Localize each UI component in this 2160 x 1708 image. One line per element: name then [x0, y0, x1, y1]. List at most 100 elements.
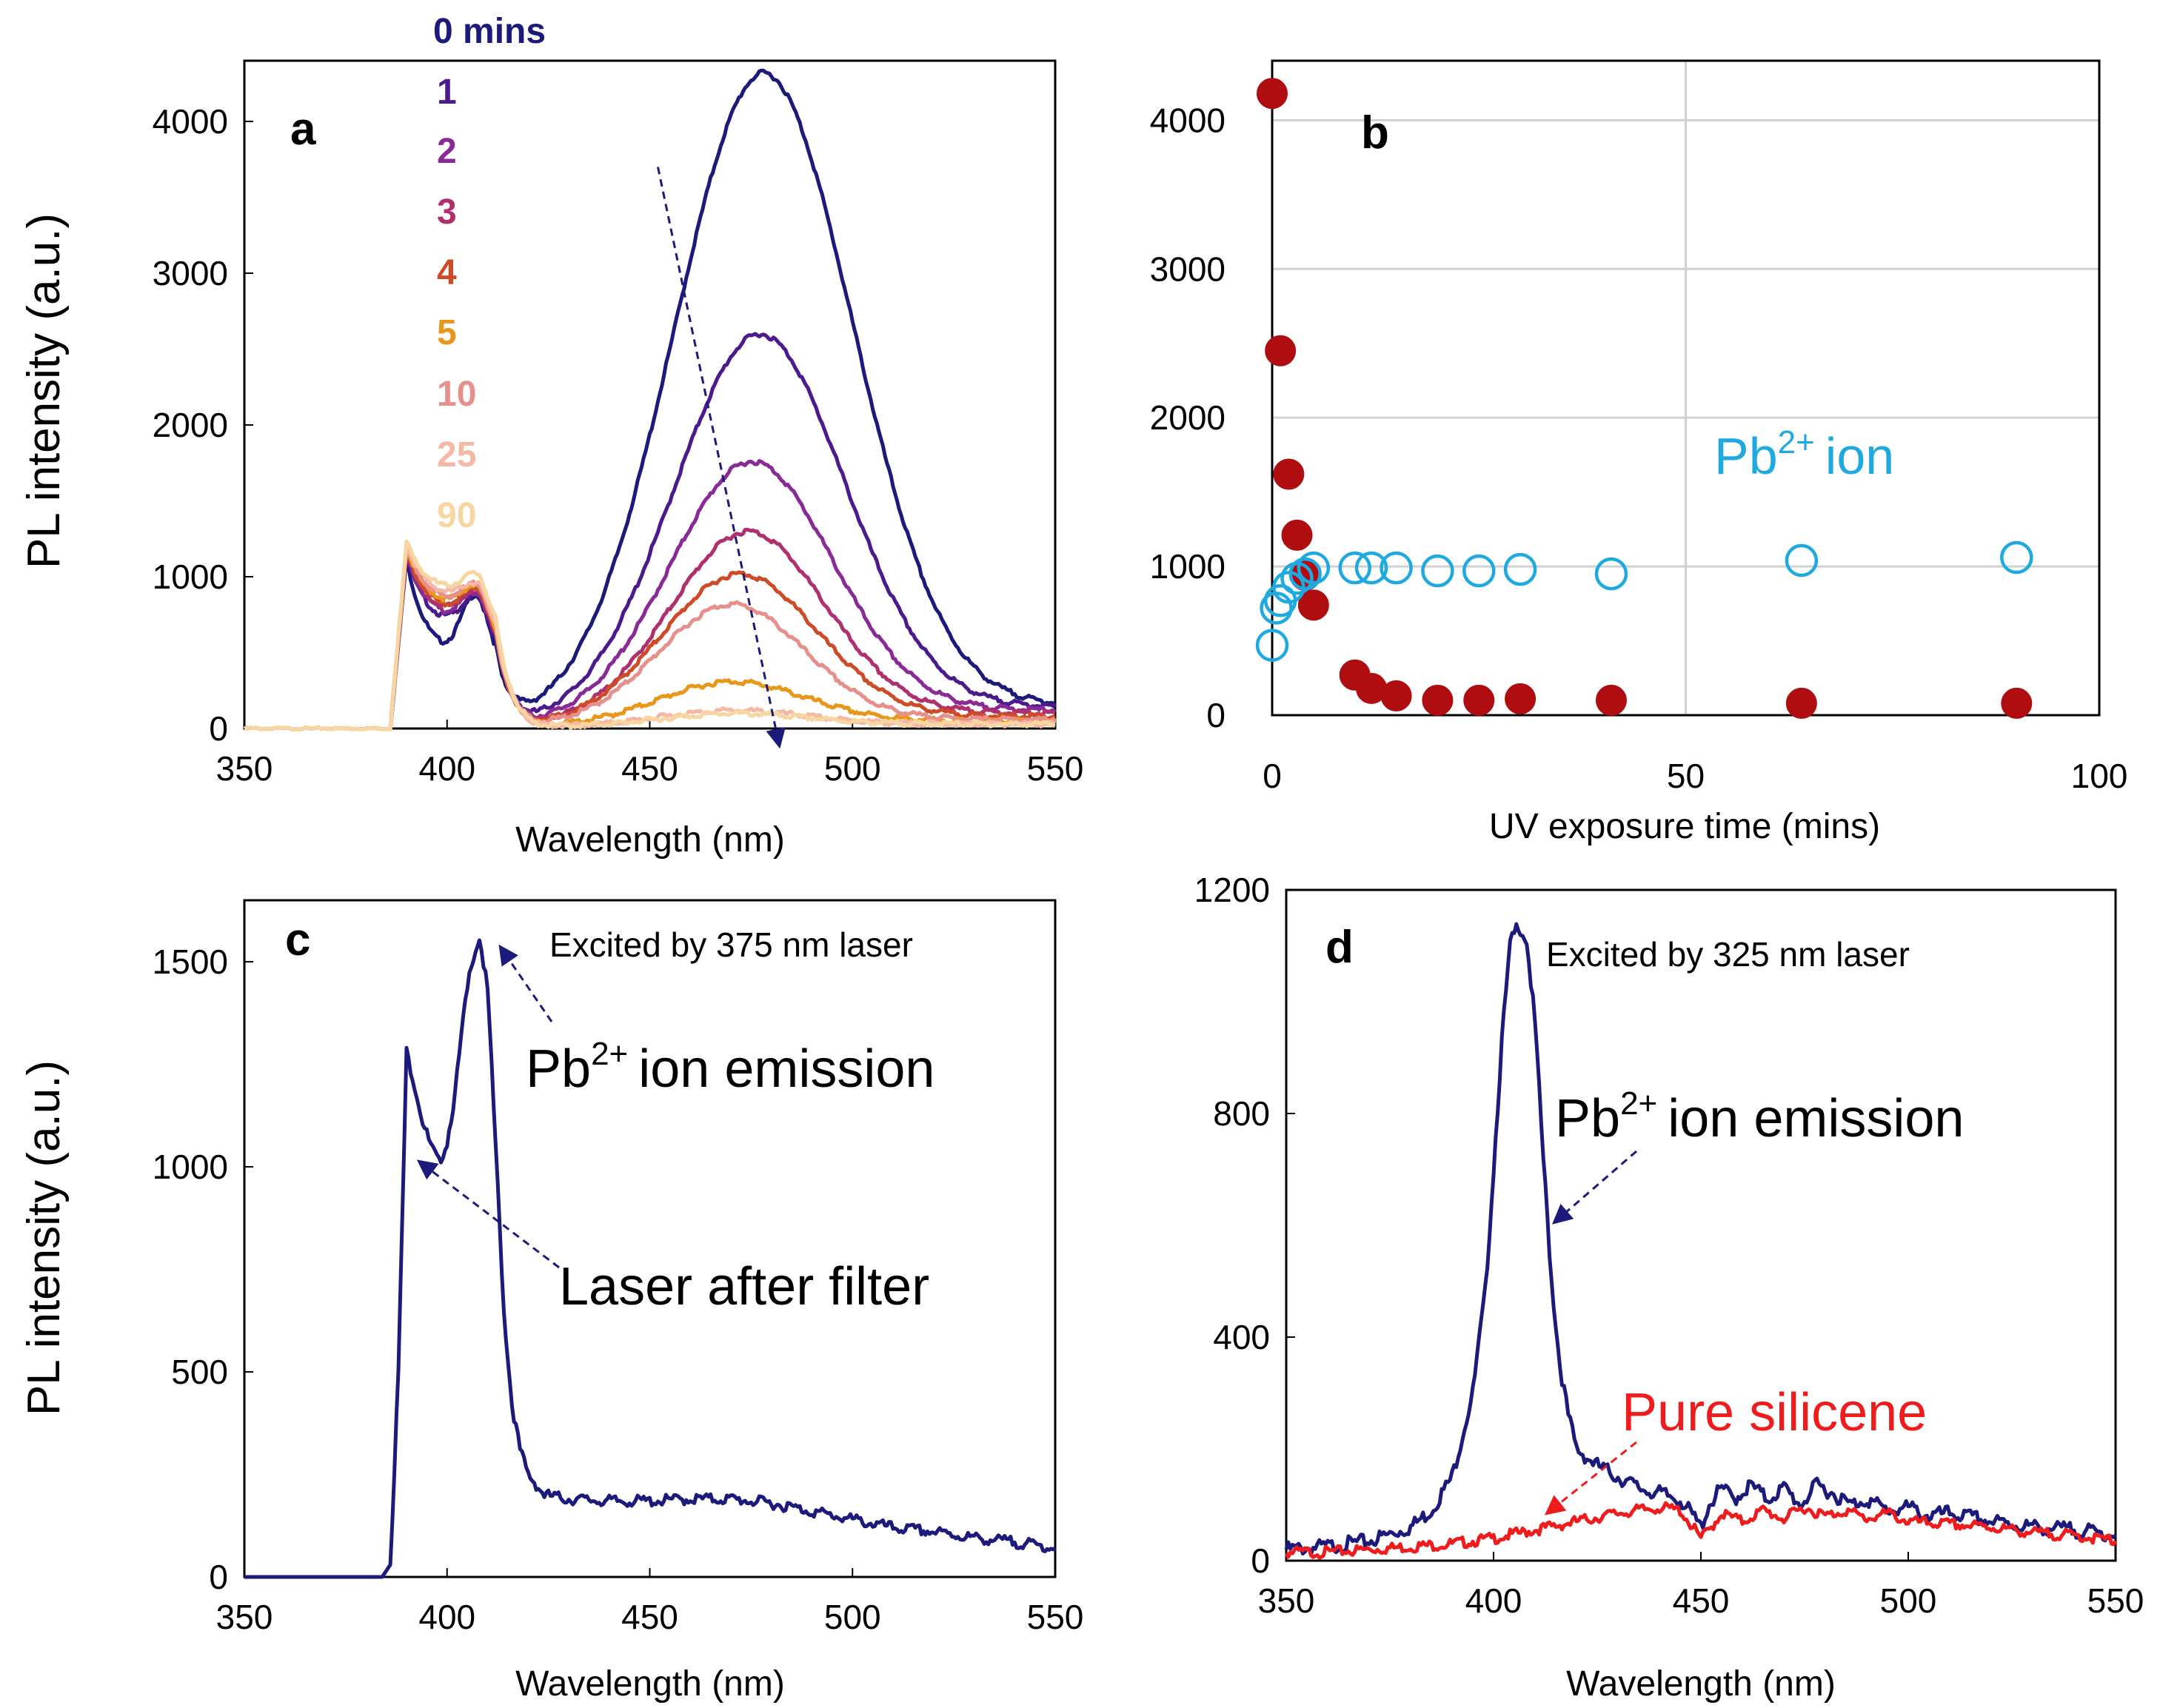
- panel-d-silicene-line: [1284, 1501, 2118, 1560]
- panel-d-xtick-label: 450: [1673, 1581, 1730, 1620]
- panel-c-xtick-label: 350: [216, 1598, 273, 1636]
- panel-c-series: [244, 938, 1057, 1579]
- panel-d: 350 400 450 500 550 0 400 800 1200 d Excited by …: [1194, 871, 2144, 1704]
- panel-b-pl-point: [1463, 684, 1495, 716]
- panel-b-pb-point: [1380, 551, 1413, 585]
- panel-b-ytick-label: 4000: [1150, 101, 1226, 139]
- panel-b-pl-point: [1297, 589, 1329, 621]
- panel-b-xtick-label: 0: [1263, 757, 1282, 795]
- panel-b-pl-point: [1380, 680, 1412, 711]
- panel-a-legend-item: 10: [437, 375, 476, 414]
- panel-a-ytick-label: 0: [209, 709, 228, 748]
- panel-c: 350 400 450 500 550 0 500 1000 1500 c Excited by…: [19, 899, 1084, 1704]
- panel-d-pb-line: [1284, 922, 2117, 1556]
- panel-b-pb-point: [1288, 557, 1322, 591]
- panel-b-pb-rest: ion: [1825, 427, 1894, 485]
- panel-b-ytick-label: 2000: [1150, 398, 1226, 437]
- panel-b-ytick-label: 0: [1206, 696, 1226, 734]
- panel-a-legend-item: 1: [437, 73, 457, 112]
- panel-a-label: a: [290, 104, 316, 155]
- panel-c-frame: [243, 899, 1057, 1578]
- panel-c-pb-base: Pb: [526, 1039, 591, 1099]
- panel-c-pb-sup: 2+: [591, 1036, 628, 1072]
- panel-b-ytick-label: 3000: [1150, 249, 1226, 288]
- panel-b-pl-point: [2001, 687, 2033, 719]
- panel-c-ticks: 350 400 450 500 550 0 500 1000 1500: [153, 942, 1084, 1636]
- panel-a-legend: 0 mins 1 2 3 4 5 10 25 90: [433, 12, 546, 535]
- panel-a-ytick-label: 2000: [153, 406, 228, 444]
- panel-d-ticks: 350 400 450 500 550 0 400 800 1200: [1194, 871, 2144, 1620]
- panel-b-xtick-label: 100: [2071, 757, 2128, 795]
- panel-a-legend-item: 25: [437, 435, 476, 475]
- panel-a-frame: [243, 59, 1057, 730]
- panel-a-series-line-2: [244, 459, 1057, 731]
- panel-a-legend-item: 90: [437, 496, 476, 535]
- panel-d-frame: [1285, 888, 2117, 1562]
- panel-a-xtick-label: 400: [418, 749, 475, 788]
- panel-b-pl-point: [1273, 458, 1305, 490]
- panel-b-frame: [1271, 59, 2101, 717]
- panel-d-xlabel: Wavelength (nm): [1566, 1664, 1836, 1704]
- panel-c-laser-arrow: [416, 1159, 560, 1269]
- panel-a-legend-item: 5: [437, 313, 457, 352]
- panel-d-xtick-label: 400: [1465, 1581, 1522, 1620]
- panel-a-series-line-0-mins: [244, 68, 1057, 731]
- panel-c-ytick-label: 1500: [153, 942, 228, 981]
- panel-d-pb-rest: ion emission: [1668, 1089, 1964, 1148]
- panel-d-excitation-note: Excited by 325 nm laser: [1546, 935, 1910, 974]
- panel-c-xtick-label: 550: [1027, 1598, 1084, 1636]
- panel-a-xtick-label: 550: [1027, 749, 1084, 788]
- panel-a-xtick-label: 350: [216, 749, 273, 788]
- panel-d-ytick-label: 800: [1213, 1094, 1270, 1133]
- panel-b-pl-point: [1595, 684, 1627, 716]
- panel-b-pb-point: [1338, 551, 1371, 585]
- panel-b-xtick-label: 50: [1667, 757, 1705, 795]
- panel-c-excitation-note: Excited by 375 nm laser: [549, 925, 913, 964]
- panel-c-label: c: [285, 914, 310, 965]
- panel-b-pl-point: [1281, 519, 1313, 551]
- panel-a-trend-arrow: [656, 167, 786, 749]
- panel-c-spectrum-line: [244, 938, 1057, 1579]
- panel-c-ylabel: PL intensity (a.u.): [19, 1060, 70, 1416]
- panel-d-silicene-annotation: Pure silicene: [1622, 1383, 1927, 1442]
- panel-b-pl-point: [1505, 683, 1537, 714]
- panel-d-xtick-label: 500: [1880, 1581, 1937, 1620]
- panel-b-pl-point: [1422, 684, 1454, 716]
- panel-b-pl-point: [1785, 687, 1817, 719]
- panel-b-pb-point: [1255, 629, 1289, 662]
- panel-a-xlabel: Wavelength (nm): [515, 820, 785, 860]
- panel-d-pb-arrow: [1551, 1150, 1637, 1225]
- panel-c-pb-arrow: [498, 944, 553, 1022]
- panel-d-ytick-label: 400: [1213, 1318, 1270, 1356]
- panel-a-legend-item: 3: [437, 192, 457, 232]
- panel-d-pb-base: Pb: [1555, 1089, 1620, 1148]
- panel-b-pb-point: [1297, 551, 1331, 585]
- panel-a: 350 400 450 500 550 0 1000 2000 3000 4000 0 mins 1…: [19, 12, 1083, 860]
- panel-b-pb-point: [1594, 557, 1628, 591]
- panel-a-legend-item: 4: [437, 253, 457, 292]
- panel-d-xtick-label: 550: [2087, 1581, 2144, 1620]
- panel-b-pb-point: [2000, 540, 2033, 575]
- panel-a-ytick-label: 4000: [153, 102, 228, 141]
- panel-d-pb-annotation: Pb2+ ion emission: [1555, 1085, 1964, 1148]
- panel-b-pb-point: [1785, 543, 1819, 577]
- panel-b-pb-annotation: Pb2+ ion: [1714, 424, 1894, 485]
- panel-c-pb-annotation: Pb2+ ion emission: [526, 1036, 934, 1099]
- panel-c-xtick-label: 500: [824, 1598, 881, 1636]
- panel-b-pb-point: [1421, 554, 1454, 588]
- panel-a-xtick-label: 500: [824, 749, 881, 788]
- panel-d-label: d: [1325, 922, 1354, 973]
- panel-a-ytick-label: 1000: [153, 557, 228, 596]
- panel-b-pb-sup: 2+: [1778, 424, 1815, 461]
- panel-c-xlabel: Wavelength (nm): [515, 1664, 785, 1704]
- panel-a-xtick-label: 450: [621, 749, 678, 788]
- panel-b-xlabel: UV exposure time (mins): [1489, 807, 1880, 846]
- panel-b-pl-point: [1265, 335, 1297, 366]
- panel-c-ytick-label: 1000: [153, 1148, 228, 1186]
- panel-a-legend-item: 0 mins: [433, 12, 546, 51]
- panel-a-ylabel: PL intensity (a.u.): [19, 213, 70, 569]
- panel-a-ticks: 350 400 450 500 550 0 1000 2000 3000 4000: [153, 102, 1084, 788]
- panel-a-legend-item: 2: [437, 132, 457, 171]
